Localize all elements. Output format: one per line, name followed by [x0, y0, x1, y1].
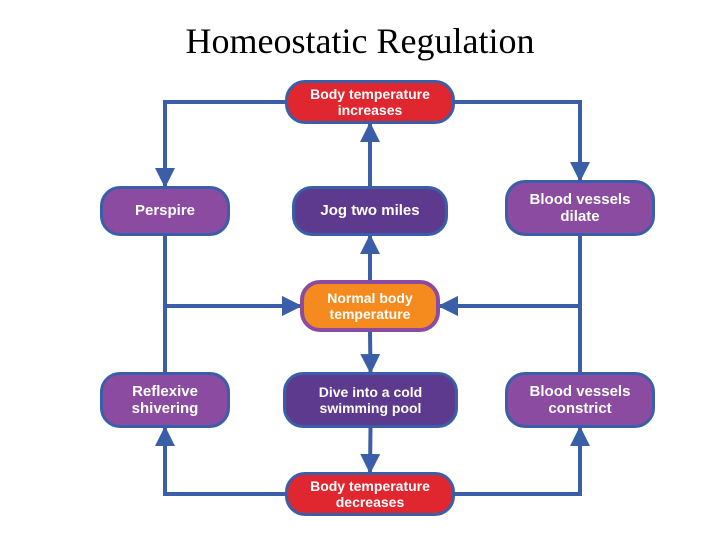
node-dilate: Blood vesselsdilate — [505, 180, 655, 236]
node-dive: Dive into a coldswimming pool — [283, 372, 458, 428]
edge-dilate-normal — [440, 236, 580, 306]
edge-dive-temp_down — [370, 428, 371, 472]
edge-perspire-normal — [165, 236, 300, 306]
node-perspire: Perspire — [100, 186, 230, 236]
edge-temp_down-shiver — [165, 428, 285, 494]
edge-temp_up-dilate — [455, 102, 580, 180]
edge-temp_up-perspire — [165, 102, 285, 186]
edge-temp_down-constrict — [455, 428, 580, 494]
edge-constrict-normal — [440, 306, 580, 372]
node-normal: Normal bodytemperature — [300, 280, 440, 332]
node-temp_up: Body temperatureincreases — [285, 80, 455, 124]
edge-dive-normal — [370, 332, 371, 372]
diagram-canvas: Body temperatureincreases Perspire Jog two… — [0, 0, 720, 540]
node-jog: Jog two miles — [292, 186, 448, 236]
edge-shiver-normal — [165, 306, 300, 372]
node-temp_down: Body temperaturedecreases — [285, 472, 455, 516]
node-constrict: Blood vesselsconstrict — [505, 372, 655, 428]
node-shiver: Reflexiveshivering — [100, 372, 230, 428]
